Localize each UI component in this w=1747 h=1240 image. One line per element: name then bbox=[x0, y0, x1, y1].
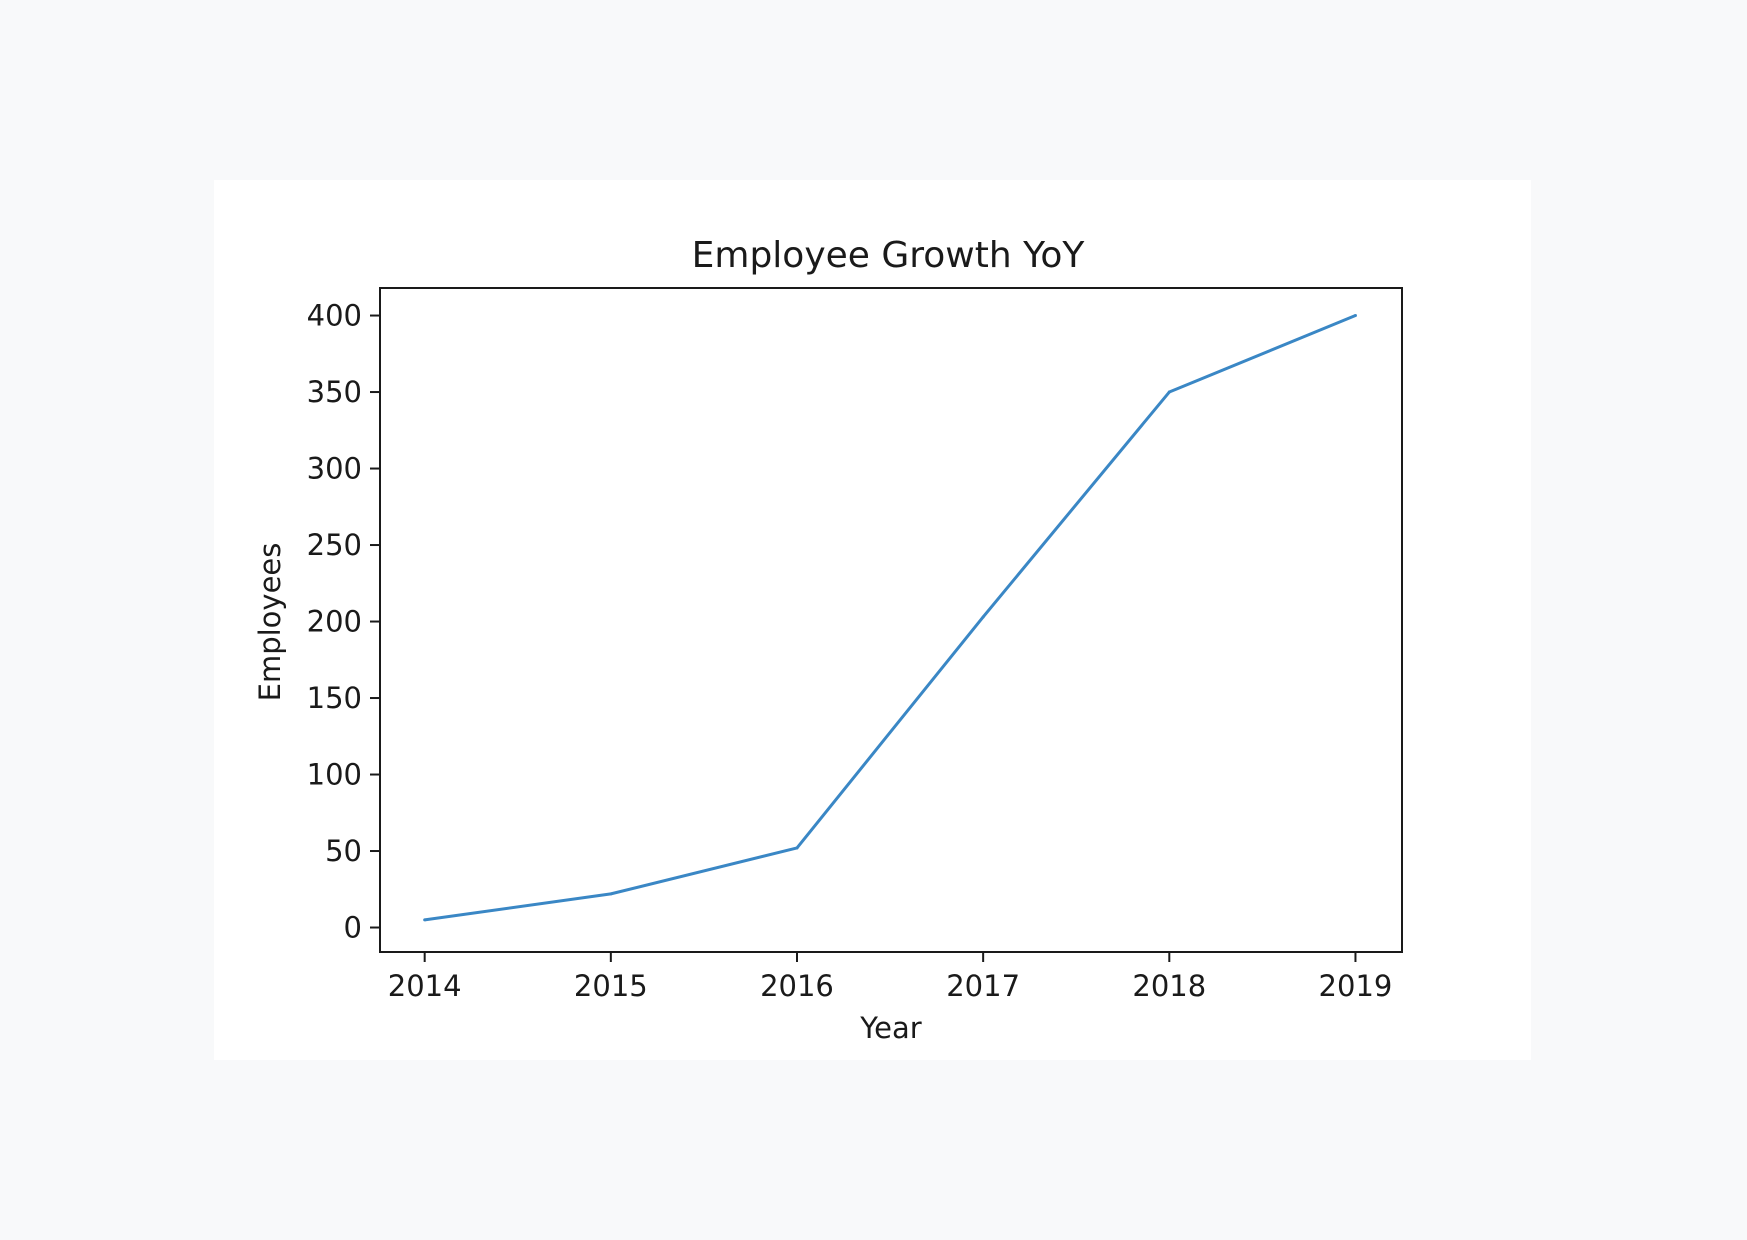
data-point bbox=[423, 918, 427, 922]
x-tick-label: 2019 bbox=[1319, 969, 1393, 1003]
y-tick-label: 50 bbox=[325, 834, 362, 868]
x-tick-label: 2015 bbox=[574, 969, 648, 1003]
x-axis-label: Year bbox=[859, 1011, 921, 1045]
x-tick-label: 2017 bbox=[946, 969, 1020, 1003]
chart-title: Employee Growth YoY bbox=[692, 235, 1086, 276]
data-point bbox=[981, 615, 985, 619]
y-axis-ticks: 0 50 100 150 200 250 300 350 400 bbox=[307, 299, 380, 945]
plot-area-frame bbox=[379, 287, 1403, 953]
y-tick-label: 0 bbox=[344, 911, 362, 945]
y-tick-label: 300 bbox=[307, 452, 362, 486]
x-tick-label: 2014 bbox=[388, 969, 462, 1003]
y-tick-label: 200 bbox=[307, 605, 362, 639]
y-tick-label: 100 bbox=[307, 758, 362, 792]
x-tick-label: 2018 bbox=[1132, 969, 1206, 1003]
y-tick-label: 150 bbox=[307, 681, 362, 715]
data-point bbox=[609, 892, 613, 896]
y-tick-label: 250 bbox=[307, 528, 362, 562]
y-tick-label: 350 bbox=[307, 375, 362, 409]
data-point bbox=[795, 846, 799, 850]
series-group bbox=[423, 314, 1357, 922]
x-axis-ticks: 2014 2015 2016 2017 2018 2019 bbox=[388, 952, 1393, 1003]
series-line bbox=[424, 314, 1357, 922]
x-tick-label: 2016 bbox=[760, 969, 834, 1003]
y-axis-label: Employees bbox=[253, 543, 287, 702]
data-point bbox=[1353, 314, 1357, 318]
data-point bbox=[1167, 390, 1171, 394]
figure-background bbox=[214, 180, 1531, 1060]
y-tick-label: 400 bbox=[307, 299, 362, 333]
